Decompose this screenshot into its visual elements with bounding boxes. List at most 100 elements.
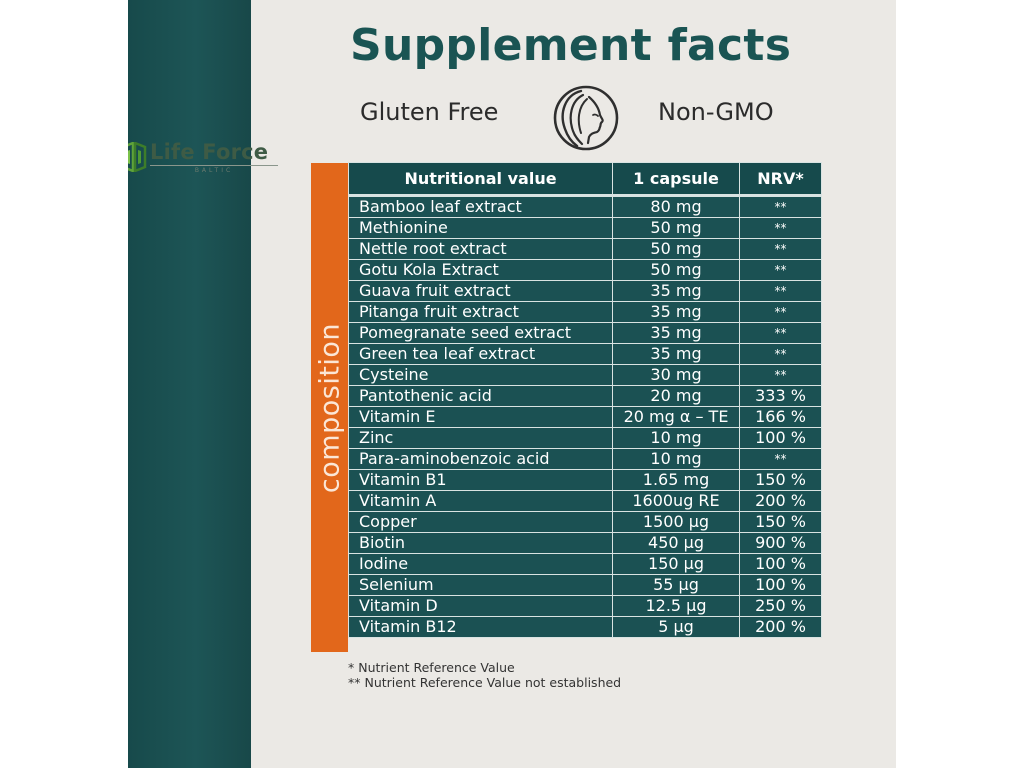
table-row: Iodine 150 µg 100 % xyxy=(348,553,822,575)
ingredient-name: Copper xyxy=(348,511,613,533)
nrv-value: ** xyxy=(739,280,822,302)
non-gmo-label: Non-GMO xyxy=(658,98,774,126)
leaf-icon xyxy=(128,142,147,172)
nrv-value: ** xyxy=(739,322,822,344)
amount-per-capsule: 20 mg xyxy=(612,385,740,407)
table-row: Gotu Kola Extract 50 mg ** xyxy=(348,259,822,281)
column-header-nrv: NRV* xyxy=(739,162,822,196)
table-row: Bamboo leaf extract 80 mg ** xyxy=(348,194,822,218)
ingredient-name: Selenium xyxy=(348,574,613,596)
nrv-value: ** xyxy=(739,364,822,386)
table-header-row: Nutritional value 1 capsule NRV* xyxy=(348,162,822,196)
table-row: Pantothenic acid 20 mg 333 % xyxy=(348,385,822,407)
ingredient-name: Nettle root extract xyxy=(348,238,613,260)
amount-per-capsule: 1600ug RE xyxy=(612,490,740,512)
amount-per-capsule: 30 mg xyxy=(612,364,740,386)
ingredient-name: Para-aminobenzoic acid xyxy=(348,448,613,470)
nrv-value: 100 % xyxy=(739,574,822,596)
table-row: Zinc 10 mg 100 % xyxy=(348,427,822,449)
nrv-value: ** xyxy=(739,238,822,260)
nrv-value: ** xyxy=(739,259,822,281)
column-header-capsule: 1 capsule xyxy=(612,162,740,196)
nrv-value: ** xyxy=(739,194,822,218)
ingredient-name: Zinc xyxy=(348,427,613,449)
supplement-facts-table: Nutritional value 1 capsule NRV* Bamboo … xyxy=(348,162,822,638)
nrv-value: 200 % xyxy=(739,490,822,512)
amount-per-capsule: 20 mg α – TE xyxy=(612,406,740,428)
amount-per-capsule: 35 mg xyxy=(612,280,740,302)
brand-logo: Life Force BALTIC xyxy=(128,140,290,176)
ingredient-name: Methionine xyxy=(348,217,613,239)
ingredient-name: Guava fruit extract xyxy=(348,280,613,302)
nrv-value: ** xyxy=(739,343,822,365)
amount-per-capsule: 10 mg xyxy=(612,427,740,449)
nrv-value: ** xyxy=(739,217,822,239)
product-panel: Life Force BALTIC Supplement facts Glute… xyxy=(128,0,896,768)
ingredient-name: Vitamin E xyxy=(348,406,613,428)
amount-per-capsule: 450 µg xyxy=(612,532,740,554)
nrv-value: 100 % xyxy=(739,553,822,575)
table-row: Vitamin D 12.5 µg 250 % xyxy=(348,595,822,617)
ingredient-name: Iodine xyxy=(348,553,613,575)
nrv-value: ** xyxy=(739,448,822,470)
amount-per-capsule: 35 mg xyxy=(612,343,740,365)
table-row: Cysteine 30 mg ** xyxy=(348,364,822,386)
ingredient-name: Green tea leaf extract xyxy=(348,343,613,365)
nrv-value: ** xyxy=(739,301,822,323)
woman-profile-icon xyxy=(553,85,619,151)
side-band xyxy=(128,0,251,768)
nrv-value: 150 % xyxy=(739,469,822,491)
ingredient-name: Gotu Kola Extract xyxy=(348,259,613,281)
table-row: Nettle root extract 50 mg ** xyxy=(348,238,822,260)
nrv-value: 900 % xyxy=(739,532,822,554)
amount-per-capsule: 80 mg xyxy=(612,194,740,218)
footnote-nrv-not-established: ** Nutrient Reference Value not establis… xyxy=(348,675,622,690)
amount-per-capsule: 12.5 µg xyxy=(612,595,740,617)
ingredient-name: Biotin xyxy=(348,532,613,554)
ingredient-name: Vitamin A xyxy=(348,490,613,512)
nrv-value: 166 % xyxy=(739,406,822,428)
brand-name: Life Force xyxy=(150,140,269,164)
table-row: Guava fruit extract 35 mg ** xyxy=(348,280,822,302)
ingredient-name: Pomegranate seed extract xyxy=(348,322,613,344)
amount-per-capsule: 1.65 mg xyxy=(612,469,740,491)
brand-subtitle: BALTIC xyxy=(150,165,278,175)
nrv-value: 333 % xyxy=(739,385,822,407)
table-row: Selenium 55 µg 100 % xyxy=(348,574,822,596)
table-row: Para-aminobenzoic acid 10 mg ** xyxy=(348,448,822,470)
ingredient-name: Vitamin B12 xyxy=(348,616,613,638)
table-row: Biotin 450 µg 900 % xyxy=(348,532,822,554)
ingredient-name: Pantothenic acid xyxy=(348,385,613,407)
table-row: Methionine 50 mg ** xyxy=(348,217,822,239)
nrv-value: 150 % xyxy=(739,511,822,533)
nrv-value: 200 % xyxy=(739,616,822,638)
ingredient-name: Pitanga fruit extract xyxy=(348,301,613,323)
footnotes: * Nutrient Reference Value ** Nutrient R… xyxy=(348,660,621,690)
amount-per-capsule: 1500 µg xyxy=(612,511,740,533)
column-header-nutritional-value: Nutritional value xyxy=(348,162,613,196)
composition-label: composition xyxy=(314,322,345,493)
amount-per-capsule: 10 mg xyxy=(612,448,740,470)
table-row: Vitamin A 1600ug RE 200 % xyxy=(348,490,822,512)
table-row: Pomegranate seed extract 35 mg ** xyxy=(348,322,822,344)
table-row: Vitamin E 20 mg α – TE 166 % xyxy=(348,406,822,428)
table-row: Copper 1500 µg 150 % xyxy=(348,511,822,533)
amount-per-capsule: 50 mg xyxy=(612,217,740,239)
ingredient-name: Vitamin B1 xyxy=(348,469,613,491)
ingredient-name: Vitamin D xyxy=(348,595,613,617)
table-row: Green tea leaf extract 35 mg ** xyxy=(348,343,822,365)
amount-per-capsule: 35 mg xyxy=(612,301,740,323)
nrv-value: 100 % xyxy=(739,427,822,449)
gluten-free-label: Gluten Free xyxy=(360,98,499,126)
footnote-nrv: * Nutrient Reference Value xyxy=(348,660,515,675)
table-row: Pitanga fruit extract 35 mg ** xyxy=(348,301,822,323)
amount-per-capsule: 50 mg xyxy=(612,259,740,281)
ingredient-name: Cysteine xyxy=(348,364,613,386)
page-title: Supplement facts xyxy=(350,20,792,71)
amount-per-capsule: 55 µg xyxy=(612,574,740,596)
ingredient-name: Bamboo leaf extract xyxy=(348,194,613,218)
amount-per-capsule: 5 µg xyxy=(612,616,740,638)
table-row: Vitamin B1 1.65 mg 150 % xyxy=(348,469,822,491)
amount-per-capsule: 50 mg xyxy=(612,238,740,260)
table-row: Vitamin B12 5 µg 200 % xyxy=(348,616,822,638)
